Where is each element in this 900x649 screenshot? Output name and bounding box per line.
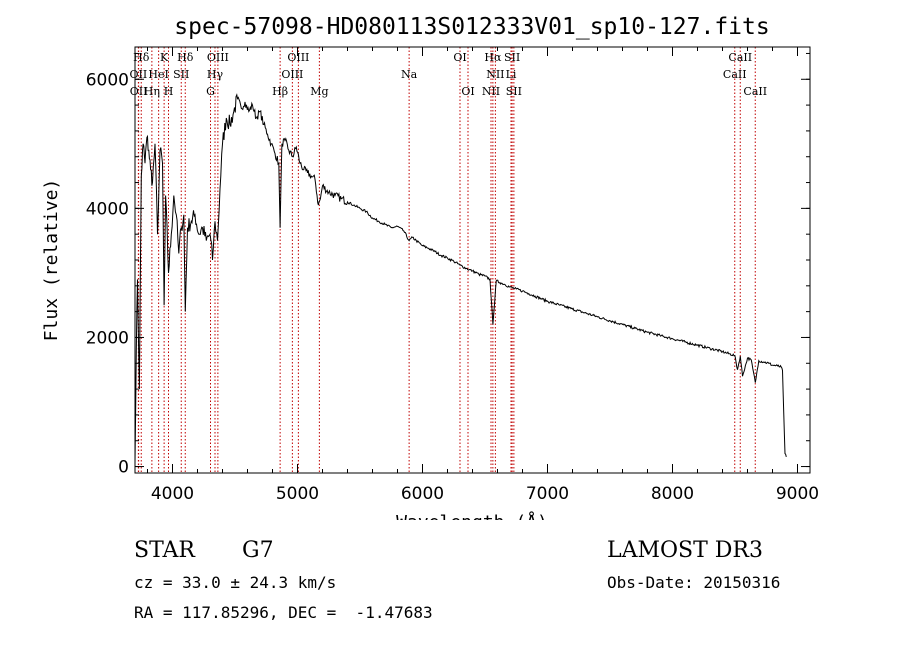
marker-label: G bbox=[206, 85, 215, 98]
plot-frame bbox=[134, 46, 811, 474]
marker-label: CaII bbox=[728, 51, 752, 64]
marker-label: Hδ bbox=[133, 51, 150, 64]
marker-label: CaII bbox=[723, 68, 747, 81]
survey-name: LAMOST DR3 bbox=[607, 538, 763, 563]
x-tick-label: 4000 bbox=[151, 484, 194, 504]
redshift-value: cz = 33.0 ± 24.3 km/s bbox=[134, 573, 337, 592]
x-tick-label: 9000 bbox=[776, 484, 819, 504]
x-axis-label: Wavelength (Å) bbox=[396, 511, 548, 520]
marker-label: HeI bbox=[148, 68, 168, 81]
marker-label: OI bbox=[461, 85, 474, 98]
y-axis: 0 2000 4000 6000 bbox=[86, 52, 810, 478]
marker-label: SII bbox=[173, 68, 189, 81]
marker-label: OII bbox=[130, 85, 148, 98]
object-subclass: G7 bbox=[242, 538, 274, 563]
object-class: STAR bbox=[134, 538, 195, 563]
marker-label: Hη bbox=[144, 85, 160, 98]
y-tick-label: 0 bbox=[118, 458, 129, 478]
x-tick-label: 8000 bbox=[651, 484, 694, 504]
marker-label: Na bbox=[401, 68, 418, 81]
spectrum-chart: spec-57098-HD080113S012333V01_sp10-127.f… bbox=[41, 14, 819, 520]
marker-label: Hγ bbox=[207, 68, 224, 81]
marker-label: SII bbox=[504, 51, 520, 64]
marker-label: OIII bbox=[281, 68, 303, 81]
marker-label: NII bbox=[482, 85, 500, 98]
observation-date: Obs-Date: 20150316 bbox=[607, 573, 781, 592]
spectral-line-markers bbox=[137, 47, 756, 473]
marker-label: NII bbox=[486, 68, 504, 81]
spectrum-line bbox=[134, 93, 787, 463]
marker-label: CaII bbox=[743, 85, 767, 98]
y-tick-label: 6000 bbox=[86, 70, 129, 90]
x-tick-label: 6000 bbox=[401, 484, 444, 504]
marker-label: OIII bbox=[207, 51, 229, 64]
marker-label: Li bbox=[506, 68, 517, 81]
marker-label: SII bbox=[506, 85, 522, 98]
chart-title: spec-57098-HD080113S012333V01_sp10-127.f… bbox=[174, 14, 769, 40]
marker-label: K bbox=[160, 51, 169, 64]
marker-label: H bbox=[164, 85, 174, 98]
marker-label: Hα bbox=[484, 51, 502, 64]
marker-label: OI bbox=[453, 51, 466, 64]
y-tick-label: 4000 bbox=[86, 199, 129, 219]
x-tick-label: 7000 bbox=[526, 484, 569, 504]
marker-label: Hβ bbox=[272, 85, 288, 98]
y-tick-label: 2000 bbox=[86, 328, 129, 348]
coordinates: RA = 117.85296, DEC = -1.47683 bbox=[134, 603, 433, 622]
marker-label: Mg bbox=[310, 85, 328, 98]
x-axis: 4000 5000 6000 7000 8000 9000 bbox=[147, 47, 819, 504]
y-axis-label: Flux (relative) bbox=[41, 179, 62, 342]
marker-label: Hδ bbox=[177, 51, 194, 64]
marker-label: OIII bbox=[287, 51, 309, 64]
x-tick-label: 5000 bbox=[276, 484, 319, 504]
marker-label: OII bbox=[130, 68, 148, 81]
